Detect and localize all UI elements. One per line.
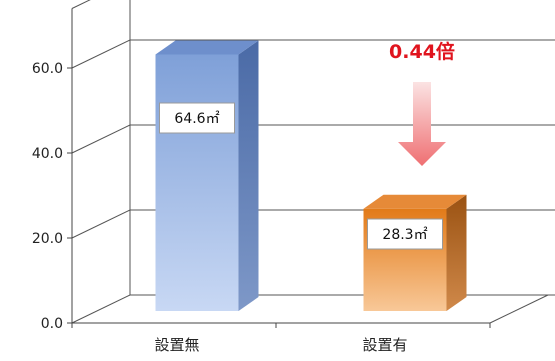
gridline-depth — [71, 0, 91, 9]
y-tick-label: 40.0 — [32, 146, 63, 162]
annotation-label: 0.44倍 — [389, 40, 455, 63]
down-arrow-icon — [398, 82, 446, 166]
bar-1 — [155, 54, 239, 311]
data-label-box — [367, 218, 443, 250]
gridline-depth — [71, 294, 131, 324]
x-tick-label: 設置無 — [154, 336, 199, 354]
gridline-depth — [71, 39, 131, 69]
chart-annotation: 0.44倍 — [389, 40, 455, 166]
y-tick-label: 0.0 — [41, 316, 63, 332]
chart-bars — [155, 40, 467, 311]
bar-2-top — [363, 194, 467, 209]
floor-right-edge — [489, 294, 549, 324]
data-label: 64.6㎡ — [174, 111, 219, 127]
bar-1-top — [155, 40, 259, 55]
data-label: 28.3㎡ — [382, 227, 427, 243]
data-label-box — [159, 102, 235, 134]
chart-axes: 0.0 20.0 40.0 60.0 — [32, 8, 549, 332]
y-tick-label: 20.0 — [32, 231, 63, 247]
bar-2-side — [446, 194, 467, 311]
y-tick-label: 60.0 — [32, 61, 63, 77]
gridline-depth — [71, 209, 131, 239]
x-tick-label: 設置有 — [362, 336, 407, 354]
chart-grid — [71, 0, 555, 324]
gridline-depth — [71, 124, 131, 154]
bar-1-side — [238, 40, 259, 311]
